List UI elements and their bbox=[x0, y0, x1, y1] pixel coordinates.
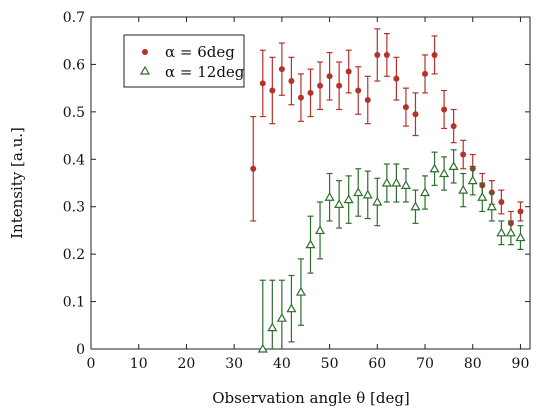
y-tick-label: 0 bbox=[76, 342, 85, 358]
data-point bbox=[259, 80, 266, 87]
data-point bbox=[250, 165, 257, 172]
data-point bbox=[460, 151, 467, 158]
data-point bbox=[362, 189, 373, 199]
y-tick-label: 0.1 bbox=[63, 295, 85, 311]
data-point bbox=[477, 192, 488, 201]
data-point bbox=[307, 89, 314, 96]
x-tick-label: 30 bbox=[225, 356, 243, 372]
data-point bbox=[391, 177, 402, 187]
data-point bbox=[364, 97, 371, 103]
legend: α = 6deg α = 12deg bbox=[123, 34, 245, 88]
y-tick-label: 0.5 bbox=[63, 105, 85, 121]
y-tick-label: 0.6 bbox=[63, 57, 85, 73]
plot-frame bbox=[90, 16, 531, 350]
data-point bbox=[381, 177, 392, 187]
series-layer bbox=[250, 28, 526, 353]
data-point bbox=[267, 322, 278, 332]
legend-marker-6deg bbox=[142, 49, 148, 55]
data-point bbox=[458, 184, 469, 194]
data-point bbox=[383, 51, 390, 58]
data-point bbox=[374, 51, 381, 58]
data-point bbox=[324, 192, 335, 201]
data-point bbox=[419, 187, 431, 197]
x-tick-label: 90 bbox=[512, 356, 530, 372]
data-point bbox=[517, 208, 524, 215]
data-point bbox=[343, 194, 354, 204]
data-point bbox=[269, 87, 276, 94]
axis-ticks: 0 10 20 30 40 50 60 70 80 90 0 0.1 0.2 0.3 0.4 0.5 0.6 0.… bbox=[63, 10, 530, 372]
data-point bbox=[439, 168, 450, 178]
data-point bbox=[286, 303, 297, 313]
data-point bbox=[278, 66, 285, 73]
data-point bbox=[297, 94, 304, 101]
data-point bbox=[486, 201, 497, 211]
data-point bbox=[317, 82, 324, 89]
y-tick-label: 0.2 bbox=[63, 247, 85, 263]
x-axis-label: Observation angle θ [deg] bbox=[212, 389, 410, 407]
data-point bbox=[295, 286, 306, 296]
y-tick-label: 0.7 bbox=[63, 10, 85, 26]
data-point bbox=[400, 180, 411, 189]
data-point bbox=[412, 111, 419, 118]
data-point bbox=[441, 106, 448, 113]
data-point bbox=[334, 199, 345, 208]
data-point bbox=[288, 78, 295, 85]
data-point bbox=[402, 104, 409, 111]
x-tick-label: 10 bbox=[130, 356, 148, 372]
data-point bbox=[422, 70, 429, 77]
data-point bbox=[257, 343, 268, 353]
data-point bbox=[326, 73, 333, 80]
data-point bbox=[345, 68, 352, 75]
x-tick-label: 0 bbox=[87, 356, 96, 372]
data-point bbox=[353, 187, 364, 197]
legend-box bbox=[123, 34, 245, 88]
x-tick-label: 80 bbox=[464, 356, 482, 372]
x-tick-label: 50 bbox=[321, 356, 339, 372]
data-point bbox=[431, 51, 438, 58]
data-point bbox=[448, 161, 459, 170]
data-point bbox=[498, 198, 505, 205]
data-point bbox=[429, 163, 440, 173]
data-point bbox=[450, 123, 457, 130]
data-point bbox=[496, 227, 507, 237]
data-point bbox=[505, 227, 516, 237]
series-1 bbox=[257, 149, 526, 353]
y-tick-label: 0.3 bbox=[63, 200, 85, 216]
data-point bbox=[515, 232, 526, 242]
data-point bbox=[355, 87, 362, 94]
legend-label-12deg: α = 12deg bbox=[165, 63, 245, 81]
x-tick-label: 60 bbox=[368, 356, 386, 372]
x-tick-label: 40 bbox=[273, 356, 291, 372]
y-tick-label: 0.4 bbox=[63, 152, 85, 168]
data-point bbox=[315, 225, 326, 235]
x-tick-label: 20 bbox=[178, 356, 196, 372]
data-point bbox=[393, 75, 400, 82]
y-axis-label: Intensity [a.u.] bbox=[8, 127, 26, 239]
x-tick-label: 70 bbox=[416, 356, 434, 372]
data-point bbox=[276, 312, 287, 322]
data-point bbox=[336, 82, 343, 89]
data-point bbox=[410, 201, 421, 211]
legend-marker-12deg bbox=[139, 65, 151, 75]
legend-label-6deg: α = 6deg bbox=[165, 43, 235, 61]
data-point bbox=[372, 196, 383, 206]
data-point bbox=[467, 175, 478, 185]
data-point bbox=[305, 239, 316, 249]
